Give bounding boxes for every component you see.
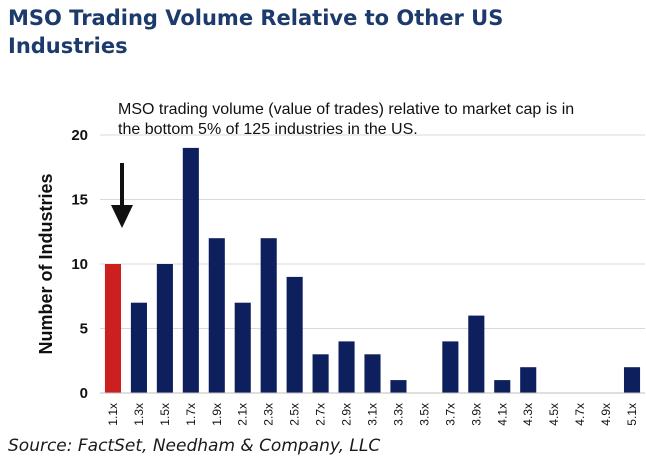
- x-tick-label: 2.9x: [340, 403, 354, 426]
- x-tick-label: 2.7x: [314, 403, 328, 426]
- y-axis-label: Number of Industries: [36, 173, 56, 354]
- y-tick-label: 10: [71, 256, 88, 273]
- chart-title: MSO Trading Volume Relative to Other US …: [8, 6, 504, 58]
- x-tick-label: 1.5x: [158, 403, 172, 426]
- bar: [286, 276, 303, 393]
- bar: [182, 147, 199, 393]
- y-tick-label: 0: [80, 385, 88, 402]
- x-tick-label: 5.1x: [625, 403, 639, 426]
- x-tick-label: 1.3x: [132, 403, 146, 426]
- x-tick-label: 1.9x: [210, 403, 224, 426]
- x-tick-label: 4.5x: [547, 403, 561, 426]
- x-tick-label: 4.9x: [599, 403, 613, 426]
- down-arrow-icon: [111, 163, 133, 228]
- y-tick-label: 20: [71, 127, 88, 144]
- x-tick-label: 3.7x: [443, 403, 457, 426]
- bar: [208, 238, 225, 393]
- bar: [234, 302, 251, 393]
- x-tick-label: 3.3x: [391, 403, 405, 426]
- bar: [494, 380, 511, 393]
- x-tick-label: 4.7x: [573, 403, 587, 426]
- x-tick-label: 3.9x: [469, 403, 483, 426]
- x-tick-label: 3.5x: [417, 403, 431, 426]
- bar: [312, 354, 329, 393]
- bars: [104, 147, 641, 393]
- x-tick-label: 3.1x: [366, 403, 380, 426]
- bar: [520, 367, 537, 393]
- chart-source: Source: FactSet, Needham & Company, LLC: [8, 436, 381, 456]
- chart-annotation: MSO trading volume (value of trades) rel…: [118, 101, 575, 138]
- y-tick-label: 5: [80, 321, 88, 338]
- x-tick-label: 4.3x: [521, 403, 535, 426]
- bar: [623, 367, 641, 393]
- bar-highlight: [104, 264, 122, 393]
- x-tick-label: 2.3x: [262, 403, 276, 426]
- bar: [130, 302, 147, 393]
- bar: [156, 264, 173, 393]
- x-tick-label: 4.1x: [495, 403, 509, 426]
- grid-lines: [100, 134, 645, 329]
- bar: [364, 354, 381, 393]
- bar: [468, 315, 485, 393]
- bar: [338, 341, 355, 393]
- x-tick-label: 2.5x: [288, 403, 302, 426]
- x-tick-label: 2.1x: [236, 403, 250, 426]
- bar: [260, 238, 277, 393]
- y-tick-label: 15: [71, 192, 88, 209]
- y-axis-ticks: 0 5 10 15 20: [71, 127, 88, 402]
- x-tick-label: 1.7x: [184, 403, 198, 426]
- bar: [442, 341, 459, 393]
- bar-chart: 0 5 10 15 20 1.1x 1.3x 1.5x 1.7x 1.9x 2.1x 2.3x 2.5…: [36, 127, 645, 426]
- x-tick-label: 1.1x: [106, 403, 120, 426]
- bar: [390, 380, 407, 393]
- x-axis-ticks: 1.1x 1.3x 1.5x 1.7x 1.9x 2.1x 2.3x 2.5x 2.7x 2.9x…: [106, 403, 639, 426]
